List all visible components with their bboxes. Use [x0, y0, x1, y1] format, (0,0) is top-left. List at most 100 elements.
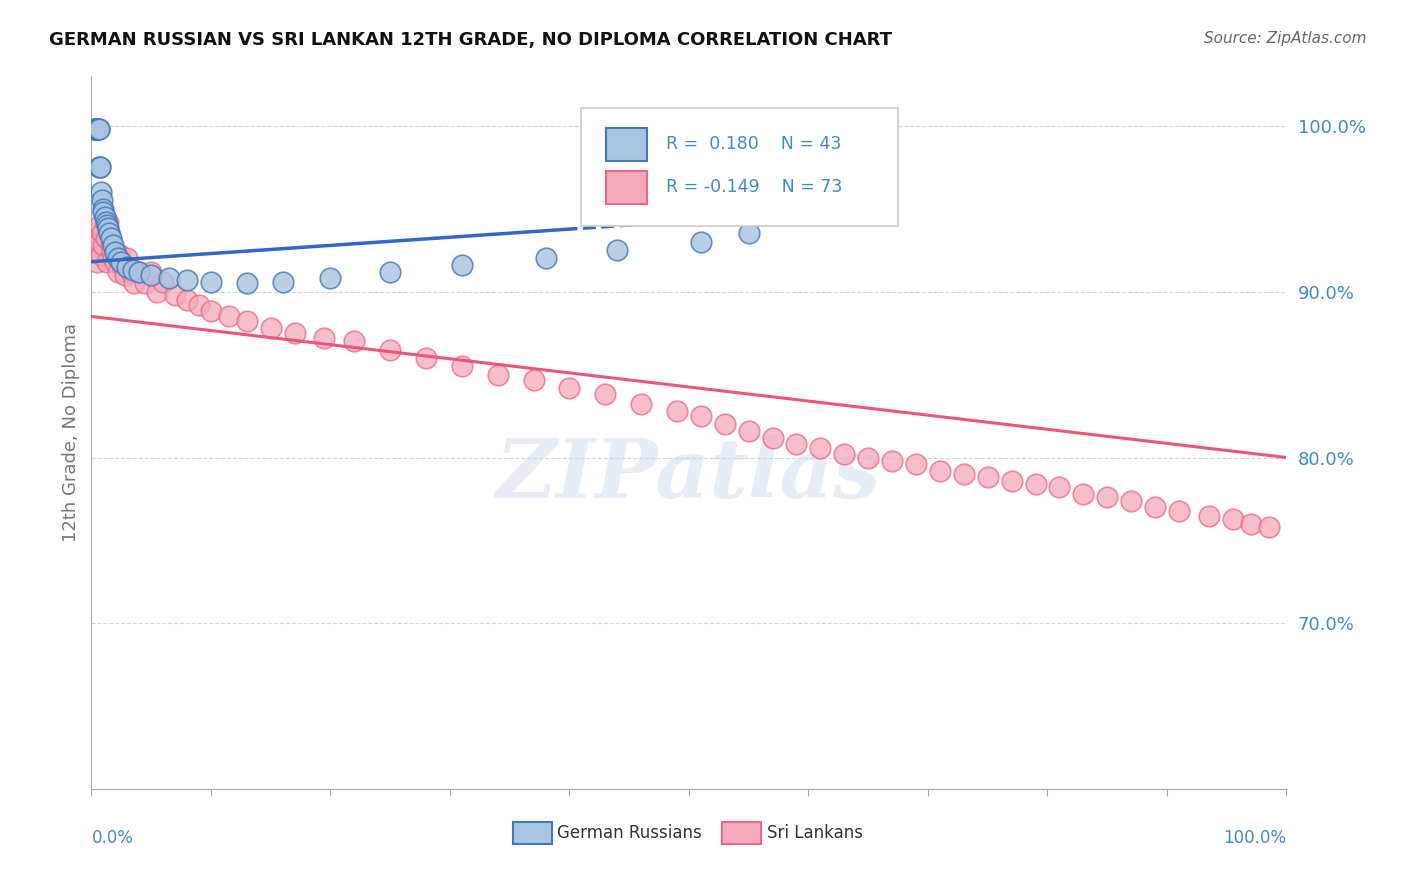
Point [1024, 477, 1046, 491]
Point [157, 271, 180, 285]
Point [84, 122, 107, 136]
Point [87, 122, 110, 136]
Point [83, 122, 105, 136]
Point [450, 359, 472, 374]
Point [128, 265, 150, 279]
Point [101, 252, 124, 266]
Point [606, 243, 628, 257]
Point [91, 227, 114, 241]
Point [319, 271, 342, 285]
Point [737, 424, 759, 438]
Point [141, 268, 162, 282]
Point [84, 122, 107, 136]
Point [101, 238, 124, 252]
Point [104, 244, 127, 259]
Point [271, 275, 294, 289]
Point [90, 248, 112, 262]
Text: Source: ZipAtlas.com: Source: ZipAtlas.com [1204, 31, 1367, 46]
Point [90, 185, 112, 199]
Point [87, 160, 110, 174]
Point [120, 265, 142, 279]
Point [314, 331, 336, 345]
Point [1222, 512, 1244, 526]
Text: 100.0%: 100.0% [1223, 829, 1286, 847]
Point [1119, 493, 1142, 508]
Text: ZIPatlas: ZIPatlas [496, 435, 882, 516]
FancyBboxPatch shape [582, 108, 898, 226]
Point [200, 304, 222, 318]
Point [87, 235, 110, 249]
Point [84, 227, 107, 241]
Point [810, 441, 832, 455]
Point [94, 231, 117, 245]
Point [93, 202, 114, 216]
Point [666, 404, 689, 418]
FancyBboxPatch shape [513, 822, 551, 845]
Point [107, 265, 129, 279]
Point [89, 160, 111, 174]
Point [953, 467, 976, 482]
Point [100, 231, 122, 245]
Point [86, 122, 108, 136]
Point [134, 277, 156, 291]
Point [115, 252, 138, 266]
Point [110, 254, 132, 268]
Point [593, 387, 616, 401]
Point [689, 409, 711, 423]
Point [1240, 516, 1263, 531]
Point [93, 210, 115, 224]
Point [737, 227, 759, 241]
Point [714, 417, 737, 432]
Point [187, 298, 211, 312]
Point [176, 273, 198, 287]
Point [630, 397, 652, 411]
Point [100, 238, 122, 252]
Point [84, 238, 107, 252]
Point [1001, 474, 1024, 488]
Point [856, 450, 880, 465]
Point [86, 122, 108, 136]
Point [111, 258, 134, 272]
Point [87, 122, 110, 136]
Point [124, 277, 146, 291]
Point [86, 122, 108, 136]
Point [98, 227, 121, 241]
Point [534, 252, 557, 266]
Text: German Russians: German Russians [558, 824, 702, 842]
Text: R = -0.149    N = 73: R = -0.149 N = 73 [666, 178, 842, 196]
Point [1071, 487, 1094, 501]
Point [415, 351, 437, 365]
Text: 0.0%: 0.0% [91, 829, 134, 847]
Point [218, 310, 240, 324]
Point [176, 293, 198, 307]
Text: Sri Lankans: Sri Lankans [766, 824, 863, 842]
Point [1198, 508, 1220, 523]
Point [1097, 491, 1119, 505]
Point [200, 275, 222, 289]
Point [761, 431, 783, 445]
Point [378, 343, 402, 357]
Point [1144, 500, 1167, 515]
Point [100, 244, 122, 259]
Point [89, 160, 111, 174]
Point [1257, 520, 1279, 534]
Point [86, 254, 108, 268]
Y-axis label: 12th Grade, No Diploma: 12th Grade, No Diploma [62, 323, 80, 542]
Point [378, 265, 402, 279]
Point [928, 464, 950, 478]
Point [114, 268, 136, 282]
Point [91, 194, 114, 208]
Point [108, 248, 131, 262]
Point [104, 254, 127, 268]
Point [558, 381, 581, 395]
Point [93, 238, 114, 252]
Point [905, 457, 928, 471]
Point [880, 454, 904, 468]
Text: GERMAN RUSSIAN VS SRI LANKAN 12TH GRADE, NO DIPLOMA CORRELATION CHART: GERMAN RUSSIAN VS SRI LANKAN 12TH GRADE,… [49, 31, 893, 49]
Point [107, 252, 129, 266]
Point [146, 285, 169, 299]
Point [96, 218, 118, 232]
Point [235, 277, 259, 291]
Point [96, 254, 118, 268]
Text: R =  0.180    N = 43: R = 0.180 N = 43 [666, 136, 842, 153]
